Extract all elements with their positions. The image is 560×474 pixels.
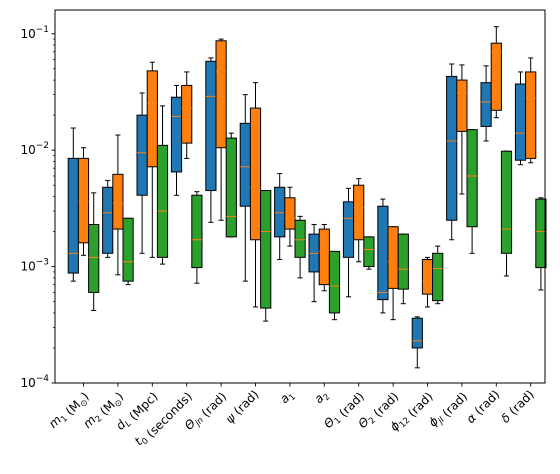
box-0-12 xyxy=(480,65,492,142)
box-body xyxy=(122,217,134,282)
box-body xyxy=(387,226,399,289)
box-body xyxy=(77,157,90,244)
box-1-6 xyxy=(284,186,296,247)
box-body xyxy=(353,184,365,241)
box-body xyxy=(136,114,148,196)
box-body xyxy=(456,79,468,132)
y-tick-label: 10−1 xyxy=(20,25,49,41)
box-1-13 xyxy=(525,57,537,164)
box-body xyxy=(146,70,158,168)
x-tick-label: a2 xyxy=(311,387,332,408)
box-1-9 xyxy=(387,226,399,321)
box-2-1 xyxy=(122,217,134,286)
box-2-5 xyxy=(260,190,272,322)
box-0-3 xyxy=(170,84,183,196)
box-body xyxy=(480,82,492,127)
box-body xyxy=(88,223,100,293)
box-0-9 xyxy=(377,198,389,314)
box-2-9 xyxy=(397,233,409,305)
box-body xyxy=(260,190,272,309)
box-2-0 xyxy=(88,192,100,311)
box-1-1 xyxy=(112,134,124,276)
box-1-12 xyxy=(490,26,502,119)
box-2-13 xyxy=(535,197,547,291)
box-body xyxy=(490,42,502,111)
y-axis: 10−4 10−3 10−2 10−1 xyxy=(20,25,55,390)
box-2-7 xyxy=(328,250,341,321)
y-tick-label: 10−3 xyxy=(20,258,49,274)
box-2-6 xyxy=(294,215,306,279)
box-0-0 xyxy=(67,127,79,282)
x-tick-label: ψ (rad) xyxy=(223,387,262,426)
box-body xyxy=(225,137,237,238)
box-body xyxy=(500,150,513,254)
box-2-10 xyxy=(432,245,444,305)
box-body xyxy=(525,71,537,159)
box-1-0 xyxy=(77,147,90,256)
box-body xyxy=(191,194,203,269)
box-0-13 xyxy=(514,71,527,166)
box-body xyxy=(377,205,389,301)
x-tick-label: α (rad) xyxy=(464,387,503,426)
plot-marks xyxy=(67,26,547,369)
box-1-5 xyxy=(249,82,262,308)
box-1-7 xyxy=(318,223,330,292)
y-tick-label: 10−4 xyxy=(20,374,49,390)
box-1-2 xyxy=(146,61,158,258)
x-tick-label: a1 xyxy=(277,387,298,408)
box-body xyxy=(274,186,286,238)
box-body xyxy=(318,228,330,286)
x-tick-label: ϕjl (rad) xyxy=(426,387,470,431)
box-0-2 xyxy=(136,92,148,254)
box-2-12 xyxy=(500,150,513,277)
box-0-8 xyxy=(342,187,355,298)
box-1-4 xyxy=(215,38,227,221)
box-body xyxy=(363,236,375,268)
box-0-11 xyxy=(446,63,458,241)
box-0-5 xyxy=(239,94,251,282)
box-body xyxy=(156,144,169,258)
box-body xyxy=(421,259,434,295)
y-tick-label: 10−2 xyxy=(20,141,49,157)
box-2-4 xyxy=(225,132,237,238)
x-axis: m1 (M⊙)m2 (M⊙)dL (Mpc)t0 (seconds)Θjn (r… xyxy=(46,383,537,448)
box-body xyxy=(170,96,183,173)
box-1-3 xyxy=(181,71,193,159)
box-0-1 xyxy=(102,179,114,258)
box-0-4 xyxy=(205,57,217,223)
box-body xyxy=(446,75,458,221)
box-body xyxy=(112,173,124,230)
box-1-8 xyxy=(353,178,365,263)
box-0-7 xyxy=(308,223,320,303)
box-body xyxy=(67,157,79,274)
box-1-11 xyxy=(456,64,468,195)
box-2-11 xyxy=(466,129,478,254)
box-1-10 xyxy=(421,256,434,308)
box-body xyxy=(342,201,355,258)
box-body xyxy=(432,252,444,302)
box-body xyxy=(102,186,114,254)
box-0-10 xyxy=(411,316,423,369)
box-body xyxy=(205,60,217,192)
box-body xyxy=(411,317,423,349)
box-2-8 xyxy=(363,236,375,270)
box-body xyxy=(249,107,262,241)
box-body xyxy=(328,250,341,314)
box-body xyxy=(284,197,296,230)
box-body xyxy=(215,40,227,149)
box-2-2 xyxy=(156,105,169,265)
box-body xyxy=(397,233,409,290)
x-tick-label: δ (rad) xyxy=(498,387,536,425)
box-body xyxy=(181,84,193,144)
box-body xyxy=(294,219,306,258)
box-body xyxy=(466,129,478,228)
box-body xyxy=(535,198,547,269)
box-0-6 xyxy=(274,173,286,261)
box-2-3 xyxy=(191,191,203,284)
box-body xyxy=(514,83,527,161)
box-body xyxy=(239,122,251,207)
